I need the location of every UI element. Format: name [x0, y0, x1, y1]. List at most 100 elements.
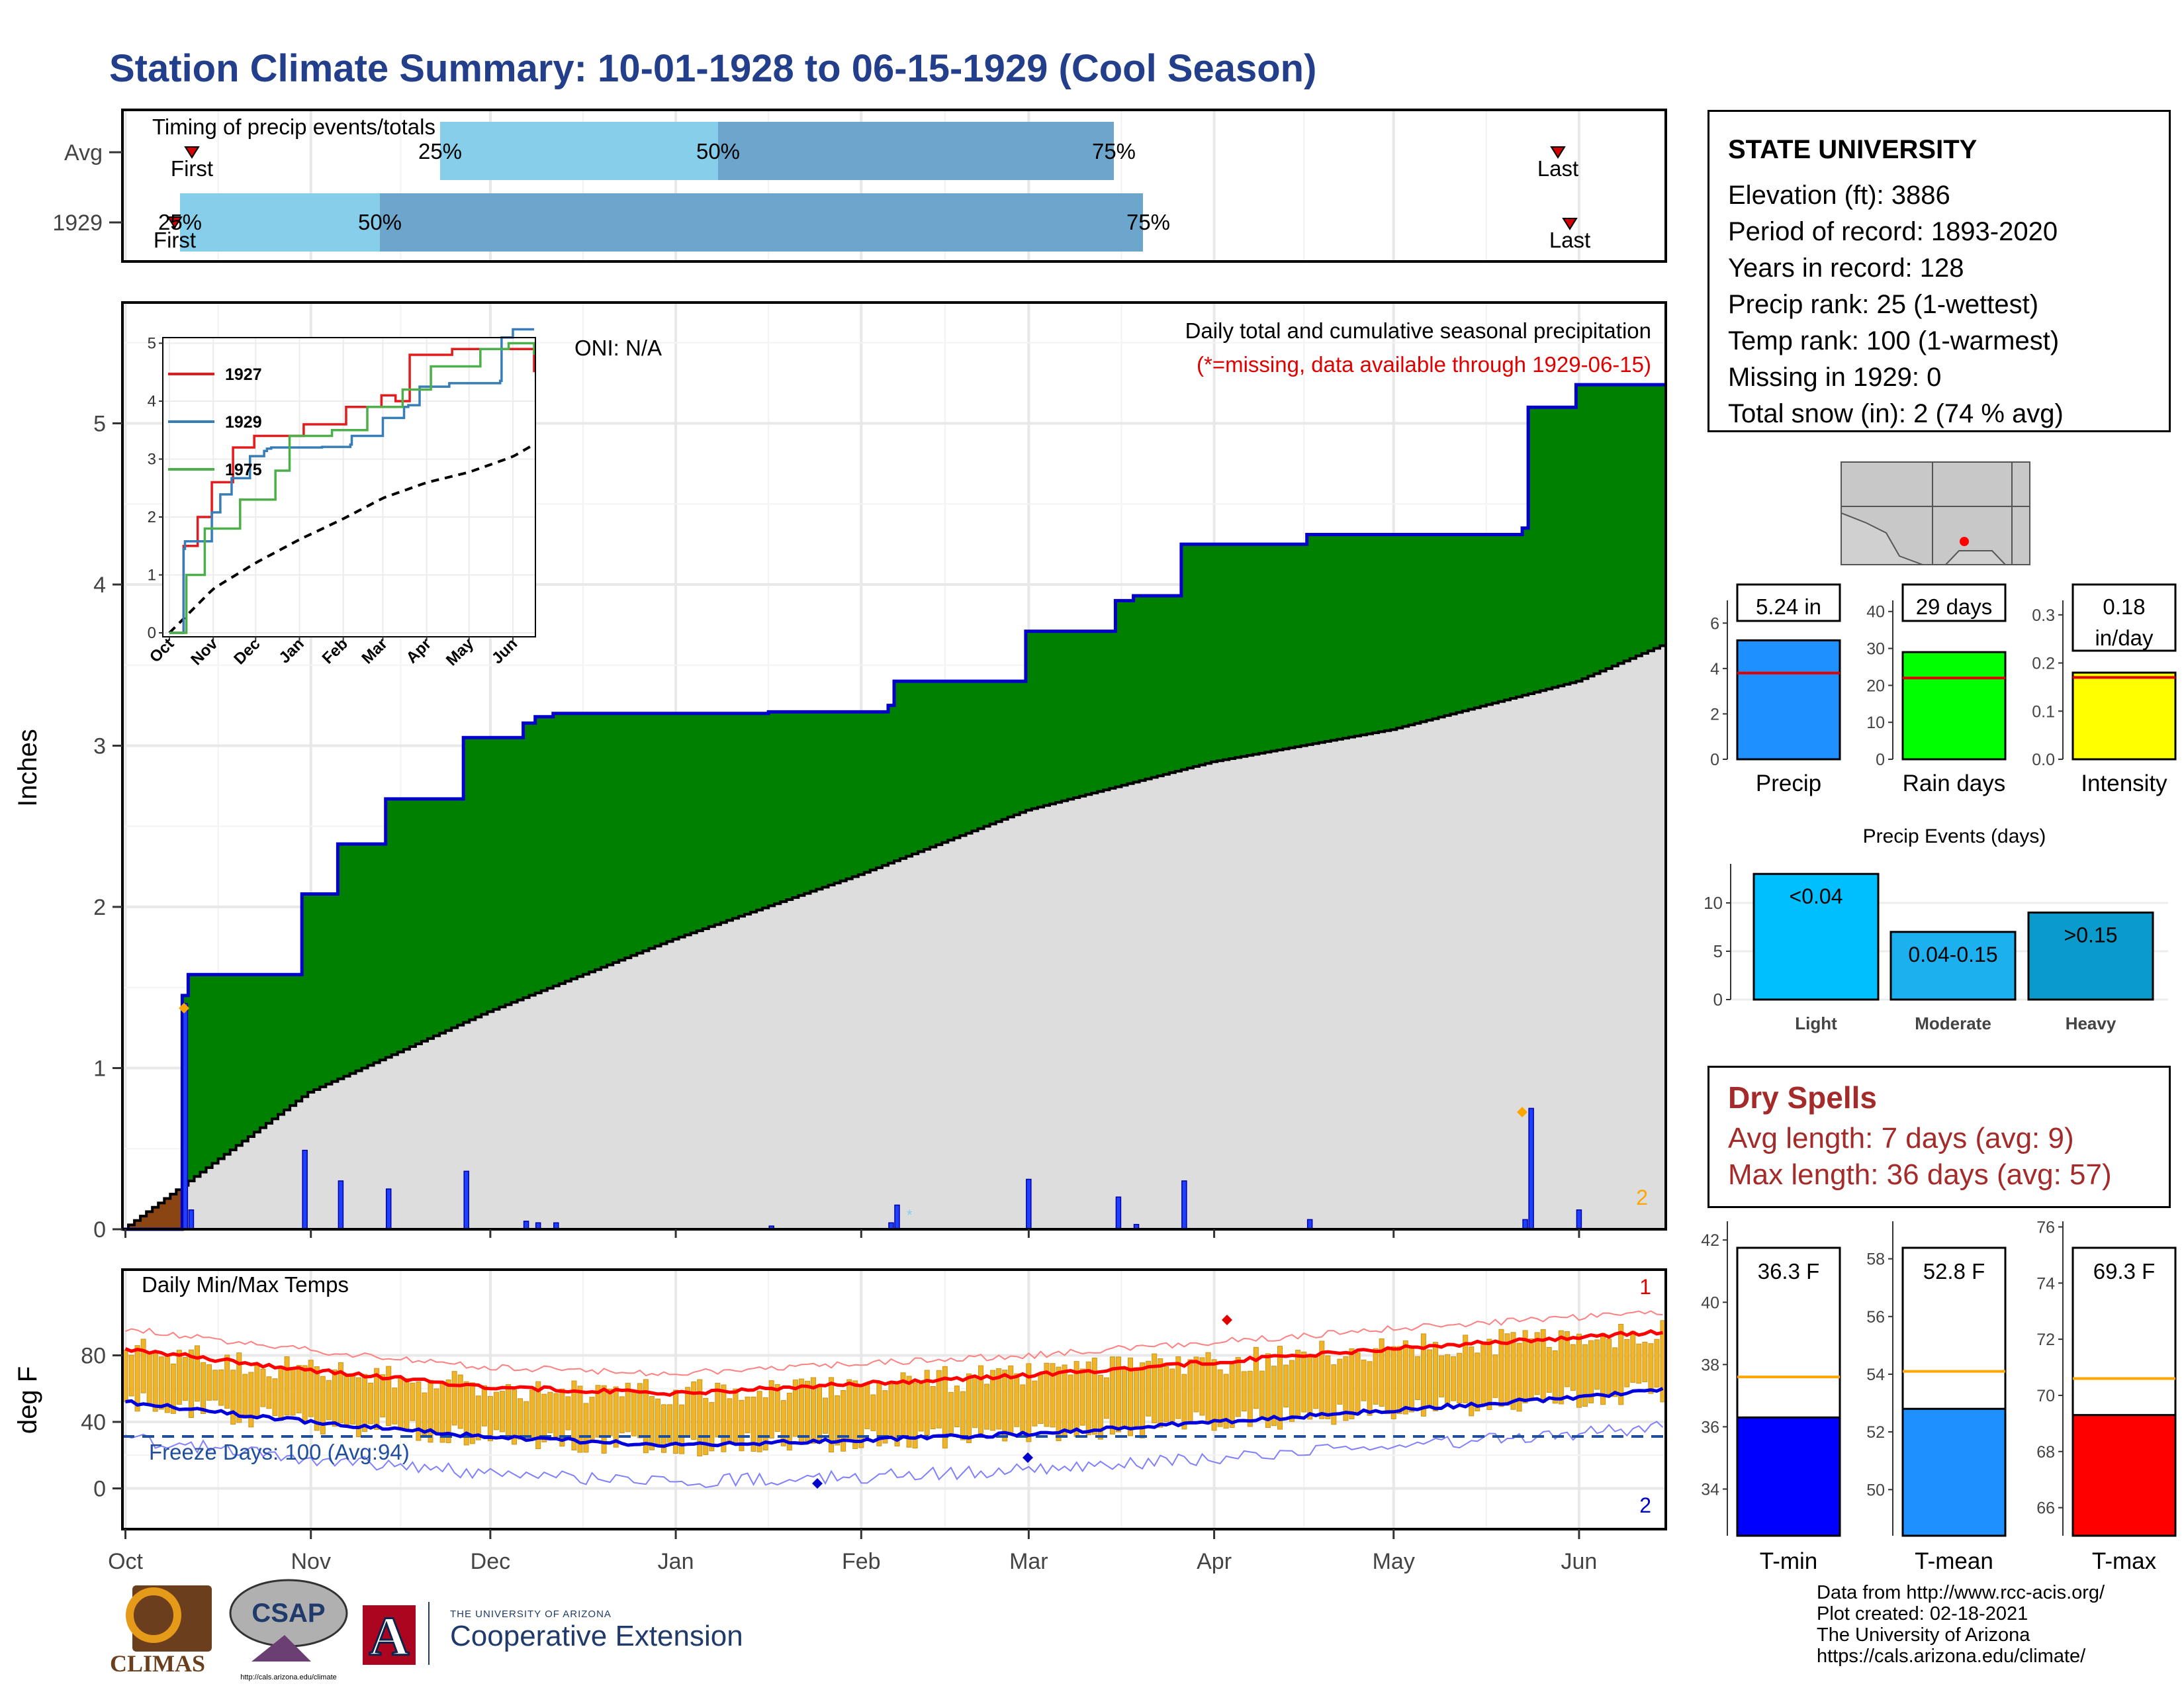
- mini-ytick-label: 20: [1866, 677, 1885, 695]
- temp-range-bar: [870, 1394, 876, 1431]
- temp-range-bar: [1367, 1361, 1373, 1416]
- temp-range-bar: [1289, 1360, 1295, 1422]
- temp-range-bar: [829, 1377, 835, 1453]
- x-axis-month-label: Jan: [658, 1549, 694, 1574]
- temp-range-bar: [506, 1384, 511, 1440]
- temp-range-bar: [1026, 1363, 1032, 1442]
- record-low-marker: [1023, 1452, 1033, 1463]
- temp-range-bar: [380, 1374, 386, 1418]
- temp-range-bar: [1349, 1348, 1355, 1420]
- temp-range-bar: [1140, 1362, 1146, 1438]
- temp-ytick-label: 80: [81, 1344, 106, 1369]
- temp-range-bar: [254, 1364, 260, 1419]
- temp-range-bar: [1564, 1331, 1570, 1387]
- mini-temp-ytick-label: 66: [2036, 1499, 2055, 1518]
- inset-ytick-label: 4: [148, 393, 156, 410]
- temp-range-bar: [356, 1377, 362, 1437]
- x-axis-month-label: Oct: [108, 1549, 143, 1574]
- temp-range-bar: [236, 1352, 242, 1423]
- temp-range-bar: [1253, 1346, 1259, 1409]
- csap-logo: CSAP http://cals.arizona.edu/climate: [229, 1579, 348, 1681]
- temp-range-bar: [1259, 1370, 1265, 1420]
- temp-range-bar: [1445, 1354, 1451, 1405]
- temp-range-bar: [326, 1380, 332, 1421]
- mini-value-box: [1901, 583, 2007, 622]
- x-axis-month-label: Apr: [1197, 1549, 1232, 1574]
- mini-temp-ytick-label: 42: [1701, 1231, 1719, 1250]
- events-bar-label: >0.15: [2064, 923, 2118, 947]
- temp-range-bar: [966, 1373, 972, 1443]
- inset-ytick-label: 3: [148, 451, 156, 469]
- temp-range-bar: [1014, 1373, 1020, 1427]
- temp-range-bar: [780, 1400, 786, 1446]
- temp-range-bar: [1295, 1350, 1301, 1419]
- temp-range-bar: [1642, 1342, 1648, 1382]
- temp-range-bar: [703, 1397, 709, 1456]
- yr-last-label: Last: [1549, 228, 1590, 252]
- precip-frame: [121, 301, 1667, 1231]
- daily-precip-bar: [1181, 1180, 1187, 1230]
- events-category-label: Light: [1795, 1013, 1837, 1033]
- precip-header: Daily total and cumulative seasonal prec…: [1185, 318, 1651, 343]
- timing-row-label-yr: 1929: [52, 211, 103, 236]
- temp-range-bar: [607, 1388, 613, 1436]
- mini-temp-ytick-label: 68: [2036, 1443, 2055, 1462]
- avg-first-label: First: [171, 156, 213, 181]
- station-snow: Total snow (in): 2 (74 % avg): [1728, 399, 2064, 428]
- temp-range-bar: [481, 1385, 487, 1427]
- temp-range-bar: [954, 1385, 960, 1428]
- temp-range-bar: [338, 1362, 343, 1423]
- page-title: Station Climate Summary: 10-01-1928 to 0…: [109, 47, 1317, 90]
- temp-range-bar: [343, 1376, 349, 1425]
- mini-ytick-label: 40: [1866, 603, 1885, 622]
- station-precip-rank: Precip rank: 25 (1-wettest): [1728, 290, 2039, 319]
- temp-range-bar: [302, 1365, 308, 1425]
- x-axis-month-label: Jun: [1561, 1549, 1598, 1574]
- mini-temp-label: T-max: [2092, 1548, 2157, 1574]
- mini-temp-ytick-label: 40: [1701, 1293, 1719, 1312]
- x-axis-month-label: Nov: [291, 1549, 330, 1574]
- temp-range-bar: [852, 1380, 858, 1449]
- legend-label-1929: 1929: [225, 413, 262, 432]
- yr-q75-label: 75%: [1126, 210, 1170, 234]
- inset-frame: [162, 337, 536, 637]
- avg-q25-label: 25%: [418, 139, 462, 164]
- temp-range-bar: [469, 1382, 475, 1444]
- mini-value-text: 5.24 in: [1756, 594, 1821, 619]
- temp-range-bar: [1313, 1356, 1319, 1409]
- yr-first-label: First: [154, 228, 196, 252]
- events-bar-label: 0.04-0.15: [1908, 943, 1997, 966]
- precip-ytick-label: 4: [93, 573, 106, 598]
- events-ytick-label: 5: [1713, 941, 1723, 961]
- mini-ytick-label: 0: [1876, 751, 1885, 769]
- daily-precip-bar: [182, 1003, 189, 1230]
- mini-bar-rain_days: [1901, 651, 2007, 761]
- temp-range-bar: [1146, 1360, 1152, 1417]
- temp-range-bar: [1618, 1323, 1624, 1405]
- daily-precip-bar: [1528, 1107, 1534, 1230]
- temp-range-bar: [667, 1404, 673, 1443]
- temp-range-bar: [1247, 1370, 1253, 1427]
- station-elevation: Elevation (ft): 3886: [1728, 181, 1950, 210]
- temp-range-bar: [565, 1396, 571, 1430]
- temp-range-bar: [1469, 1346, 1475, 1417]
- temp-range-bar: [475, 1395, 481, 1440]
- logos: CLIMAS CSAP http://cals.arizona.edu/clim…: [110, 1579, 430, 1681]
- temp-range-bar: [1439, 1355, 1445, 1397]
- snow-count: 2: [1636, 1186, 1648, 1209]
- temp-range-bar: [960, 1391, 966, 1440]
- temp-range-bar: [224, 1354, 230, 1409]
- temp-range-bar: [936, 1370, 942, 1429]
- location-map: [1841, 461, 2030, 565]
- temp-range-bar: [1032, 1380, 1038, 1427]
- temp-range-bar: [463, 1381, 469, 1446]
- temp-range-bar: [637, 1383, 643, 1438]
- temp-range-bar: [422, 1392, 428, 1436]
- mini-value-text: 29 days: [1916, 594, 1993, 619]
- temp-range-bar: [715, 1382, 721, 1438]
- temp-range-bar: [924, 1370, 930, 1436]
- events-bar: [2027, 912, 2154, 1001]
- temp-range-bar: [1187, 1359, 1193, 1423]
- temp-range-bar: [810, 1377, 816, 1444]
